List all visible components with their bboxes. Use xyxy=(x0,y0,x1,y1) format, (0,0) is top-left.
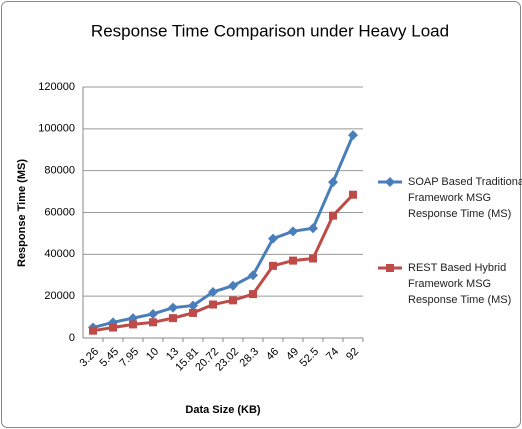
y-tick-label: 120000 xyxy=(38,81,75,93)
legend-marker xyxy=(386,264,394,272)
data-point xyxy=(288,226,298,237)
data-point xyxy=(209,300,217,309)
data-point xyxy=(349,190,357,199)
data-point xyxy=(229,296,237,305)
data-point xyxy=(309,254,317,263)
y-axis-label: Response Time (MS) xyxy=(16,159,28,267)
data-point xyxy=(168,302,178,313)
x-axis-label: Data Size (KB) xyxy=(185,404,261,416)
data-point xyxy=(148,308,158,319)
y-tick-label: 80000 xyxy=(44,165,75,177)
y-tick-label: 60000 xyxy=(44,206,75,218)
data-point xyxy=(188,300,198,311)
data-point xyxy=(169,314,177,323)
data-point xyxy=(289,256,297,265)
legend-label: SOAP Based Traditional Framework MSG Res… xyxy=(408,176,522,220)
data-point xyxy=(248,270,258,281)
data-point xyxy=(328,177,338,188)
data-point xyxy=(129,320,137,329)
data-point xyxy=(329,211,337,220)
data-point xyxy=(249,290,257,299)
chart-title: Response Time Comparison under Heavy Loa… xyxy=(91,21,449,40)
data-point xyxy=(269,261,277,270)
y-tick-label: 0 xyxy=(69,332,75,344)
legend-marker xyxy=(385,177,395,187)
y-tick-label: 20000 xyxy=(44,290,75,302)
data-point xyxy=(109,323,117,332)
data-point xyxy=(268,233,278,244)
data-point xyxy=(228,280,238,291)
data-point xyxy=(189,308,197,317)
legend-label: REST Based Hybrid Framework MSG Response… xyxy=(408,262,512,306)
data-point xyxy=(149,318,157,327)
y-tick-label: 40000 xyxy=(44,248,75,260)
data-point xyxy=(308,223,318,234)
data-point xyxy=(208,286,218,297)
y-tick-label: 100000 xyxy=(38,123,75,135)
data-point xyxy=(348,130,358,141)
data-point xyxy=(89,326,97,335)
